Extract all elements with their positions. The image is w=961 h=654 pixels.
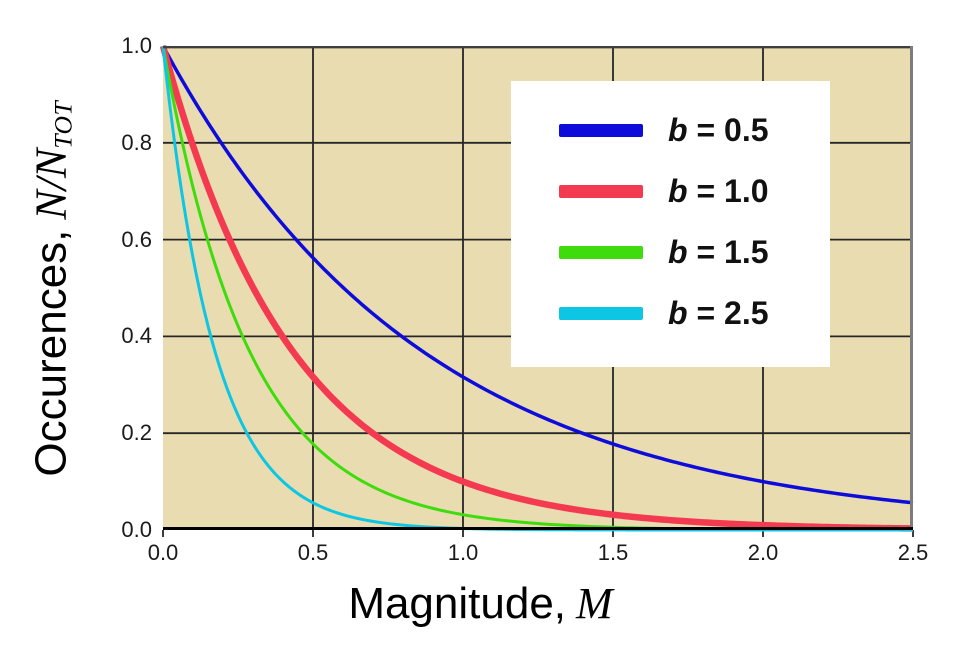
x-tick-label-0.5: 0.5 xyxy=(297,540,329,565)
x-tick-label-1.5: 1.5 xyxy=(597,540,629,565)
legend-swatch-b=0.5 xyxy=(559,124,643,137)
legend-swatch-b=1.0 xyxy=(559,185,643,198)
legend-value: = 2.5 xyxy=(687,295,769,331)
legend-symbol-b: b xyxy=(668,112,688,148)
legend-label: b = 0.5 xyxy=(668,112,769,149)
y-tick-label-0.2: 0.2 xyxy=(121,420,152,446)
x-tick-label-1.0: 1.0 xyxy=(447,540,479,565)
y-axis-label-text: Occurences, xyxy=(26,229,76,477)
legend-value: = 0.5 xyxy=(687,112,769,148)
legend-swatch-b=1.5 xyxy=(559,246,643,259)
curve-b=1.0 xyxy=(159,45,914,532)
legend-value: = 1.5 xyxy=(687,234,769,270)
legend-value: = 1.0 xyxy=(687,173,769,209)
y-axis-label-subscript: TOT xyxy=(48,100,78,149)
legend-label: b = 1.5 xyxy=(668,234,769,271)
x-tick-label-2.0: 2.0 xyxy=(747,540,779,565)
y-tick-label-0.4: 0.4 xyxy=(121,323,152,349)
legend-swatch-b=2.5 xyxy=(559,307,643,320)
legend-symbol-b: b xyxy=(668,295,688,331)
y-axis-label: Occurences, N/NTOT xyxy=(25,0,78,594)
legend-entry-b=1.5: b = 1.5 xyxy=(511,222,830,283)
y-axis-label-math: N/N xyxy=(26,148,76,220)
legend-entry-b=0.5: b = 0.5 xyxy=(511,100,830,161)
legend-entry-b=2.5: b = 2.5 xyxy=(511,283,830,344)
legend-symbol-b: b xyxy=(668,234,688,270)
y-tick-label-0.8: 0.8 xyxy=(121,129,152,155)
y-tick-label-0.6: 0.6 xyxy=(121,226,152,252)
x-tick-label-2.5: 2.5 xyxy=(897,540,929,565)
legend-entry-b=1.0: b = 1.0 xyxy=(511,161,830,222)
y-tick-label-1.0: 1.0 xyxy=(121,33,152,58)
legend-label: b = 2.5 xyxy=(668,295,769,332)
legend: b = 0.5 b = 1.0 b = 1.5 b = 2.5 xyxy=(511,81,830,367)
legend-symbol-b: b xyxy=(668,173,688,209)
x-axis-label: Magnitude, M xyxy=(0,578,961,629)
x-tick-label-0.0: 0.0 xyxy=(147,540,179,565)
x-axis-label-text: Magnitude, xyxy=(348,579,567,628)
curve-b=0.5 xyxy=(161,45,914,505)
x-axis-label-math: M xyxy=(576,579,613,628)
legend-label: b = 1.0 xyxy=(668,173,769,210)
y-tick-label-0.0: 0.0 xyxy=(121,517,152,542)
